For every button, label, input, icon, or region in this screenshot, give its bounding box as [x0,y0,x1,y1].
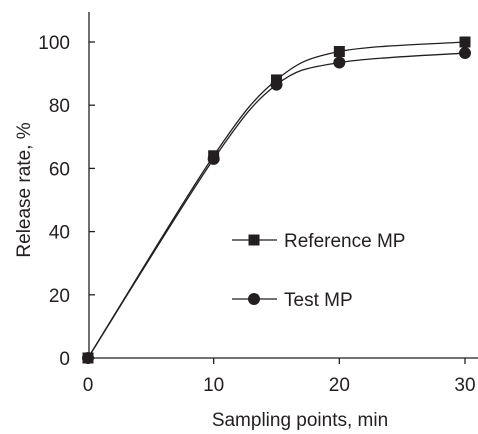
x-tick-label: 30 [454,375,475,396]
x-axis-title: Sampling points, min [212,410,388,431]
data-point-square [459,36,471,48]
data-point-circle [207,152,220,165]
data-point-circle [333,56,346,69]
y-tick-label: 80 [49,96,70,117]
y-tick-label: 40 [49,223,70,244]
x-tick-label: 0 [83,375,94,396]
legend-label: Reference MP [284,231,405,252]
y-tick-label: 100 [38,33,70,54]
series-line-2 [87,52,466,359]
y-tick-label: 60 [49,159,70,180]
y-tick-label: 0 [59,349,70,370]
legend: Reference MP Test MP [232,231,405,311]
x-tick-label: 20 [329,375,350,396]
data-point-circle [459,47,471,60]
data-point-circle [82,352,94,364]
y-axis-title: Release rate, % [14,122,35,257]
x-tick-label: 10 [203,375,224,396]
legend-label: Test MP [284,290,353,311]
series-layer [82,36,471,364]
legend-marker-circle [248,293,260,305]
x-ticks: 0 10 20 30 [83,358,476,396]
legend-marker-square [248,234,260,246]
series-line-1 [87,41,466,359]
axes [88,12,478,359]
y-tick-label: 20 [49,286,70,307]
data-point-circle [270,78,283,91]
y-ticks: 0 20 40 60 80 100 [38,33,95,370]
data-point-square [333,45,345,57]
